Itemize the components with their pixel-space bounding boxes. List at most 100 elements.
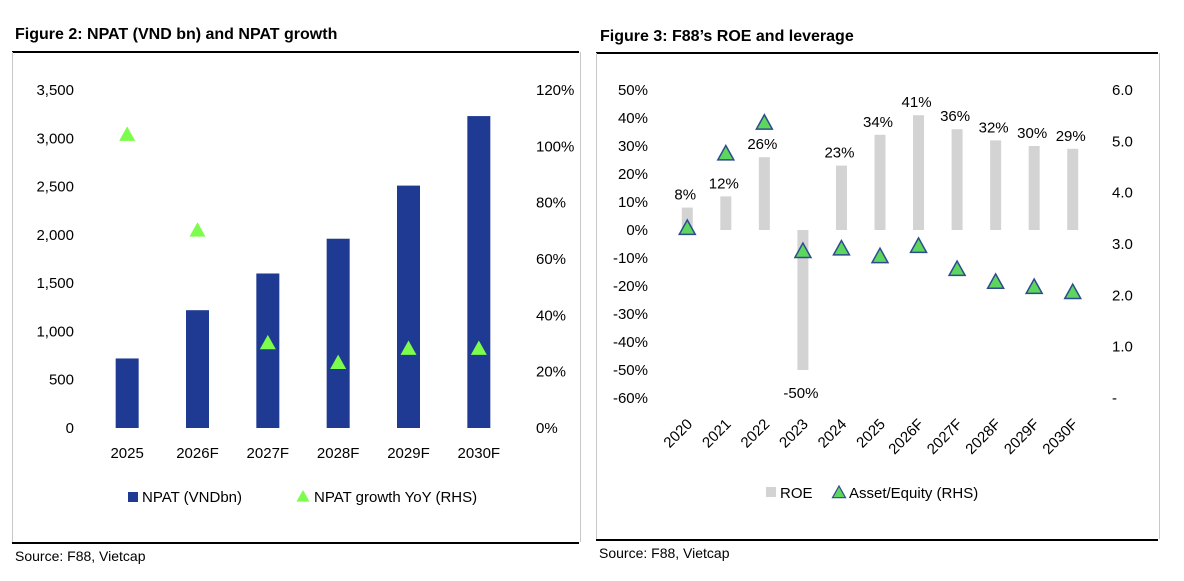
y-right-tick-label: 2.0 (1112, 287, 1133, 304)
x-tick-label: 2026F (176, 445, 219, 462)
roe-data-label: -50% (783, 385, 818, 402)
legend-roe-label: ROE (780, 485, 813, 502)
x-tick-label: 2022 (738, 416, 774, 452)
x-tick-label: 2028F (962, 416, 1004, 458)
x-tick-label: 2025 (110, 445, 143, 462)
asset-equity-marker (755, 113, 774, 130)
roe-data-label: 29% (1056, 128, 1086, 145)
y-left-tick-label: -50% (613, 362, 648, 379)
figure2-title: Figure 2: NPAT (VND bn) and NPAT growth (15, 26, 338, 43)
y-right-tick-label: 4.0 (1112, 185, 1133, 202)
x-tick-label: 2026F (885, 416, 927, 458)
roe-bar (1067, 148, 1079, 230)
roe-bar (1028, 146, 1040, 230)
legend-growth-swatch (296, 489, 310, 502)
y-left-tick-label: 10% (618, 194, 648, 211)
roe-data-label: 23% (824, 145, 854, 162)
roe-bar (797, 230, 809, 370)
roe-data-label: 32% (979, 119, 1009, 136)
y-left-tick-label: 30% (618, 138, 648, 155)
y-left-tick-label: 2,000 (36, 227, 74, 244)
y-left-tick-label: -20% (613, 278, 648, 295)
asset-equity-marker (1024, 277, 1044, 295)
roe-data-label: 41% (902, 94, 932, 111)
y-left-tick-label: 1,500 (36, 275, 74, 292)
y-right-tick-label: 100% (536, 138, 574, 155)
y-left-tick-label: 0% (626, 222, 648, 239)
x-tick-label: 2025 (853, 416, 889, 452)
y-left-tick-label: -10% (613, 250, 648, 267)
legend-growth-label: NPAT growth YoY (RHS) (314, 489, 477, 506)
asset-equity-marker (986, 272, 1005, 290)
asset-equity-marker (1063, 282, 1083, 300)
figure3-title: Figure 3: F88’s ROE and leverage (600, 28, 854, 45)
figure3-panel (596, 53, 1160, 539)
y-right-tick-label: - (1112, 390, 1117, 407)
y-right-tick-label: 20% (536, 364, 566, 381)
y-right-tick-label: 60% (536, 251, 566, 268)
figure2-panel (12, 52, 581, 542)
figure2-title-rule (12, 51, 579, 53)
legend-asset-equity-label: Asset/Equity (RHS) (849, 485, 978, 502)
y-right-tick-label: 0% (536, 420, 558, 437)
roe-bar (951, 129, 963, 230)
npat-bar (256, 273, 280, 428)
roe-bar (874, 134, 886, 230)
roe-bar (990, 140, 1002, 230)
x-tick-label: 2030F (1039, 416, 1081, 458)
x-tick-label: 2021 (699, 416, 735, 452)
x-tick-label: 2028F (317, 445, 360, 462)
npat-growth-marker (330, 354, 347, 369)
roe-bar (913, 115, 925, 230)
y-right-tick-label: 80% (536, 195, 566, 212)
legend-asset-equity-swatch (831, 484, 847, 499)
figure2-source: Source: F88, Vietcap (15, 548, 146, 564)
roe-bar (835, 165, 847, 230)
asset-equity-marker (947, 259, 967, 277)
y-left-tick-label: 500 (49, 372, 74, 389)
asset-equity-marker (716, 143, 736, 161)
roe-data-label: 36% (940, 108, 970, 125)
roe-bar (758, 157, 770, 230)
legend-npat-swatch (128, 492, 138, 502)
roe-leverage-chart: -60%-50%-40%-30%-20%-10%0%10%20%30%40%50… (613, 82, 1133, 502)
roe-data-label: 34% (863, 114, 893, 131)
figure2-source-rule (12, 542, 579, 544)
npat-bar (326, 238, 350, 428)
figure3-source-rule (596, 539, 1158, 541)
x-tick-label: 2029F (387, 445, 430, 462)
y-right-tick-label: 6.0 (1112, 82, 1133, 99)
roe-data-label: 26% (747, 136, 777, 153)
y-left-tick-label: -60% (613, 390, 648, 407)
npat-bar (397, 185, 420, 428)
x-tick-label: 2027F (247, 445, 290, 462)
x-tick-label: 2023 (776, 416, 812, 452)
asset-equity-marker (793, 241, 813, 259)
npat-bar (115, 358, 139, 428)
asset-equity-marker (832, 238, 851, 256)
y-right-tick-label: 3.0 (1112, 236, 1133, 253)
asset-equity-marker (870, 246, 890, 264)
roe-data-label: 30% (1017, 125, 1047, 142)
y-left-tick-label: 2,500 (36, 179, 74, 196)
y-left-tick-label: 1,000 (36, 323, 74, 340)
y-left-tick-label: 20% (618, 166, 648, 183)
y-left-tick-label: 0 (66, 420, 74, 437)
x-tick-label: 2027F (924, 416, 966, 458)
x-tick-label: 2020 (660, 416, 696, 452)
y-left-tick-label: -30% (613, 306, 648, 323)
npat-chart: 0 500 1,000 1,500 2,000 2,500 3,000 3,500 0% 20% 4… (36, 82, 574, 506)
y-left-tick-label: 40% (618, 110, 648, 127)
x-tick-label: 2024 (815, 416, 851, 452)
npat-growth-marker (400, 340, 417, 355)
npat-growth-marker (470, 340, 487, 355)
asset-equity-marker (909, 236, 928, 254)
roe-data-label: 12% (709, 175, 739, 192)
y-left-tick-label: 50% (618, 82, 648, 99)
npat-growth-marker (119, 126, 136, 141)
y-left-tick-label: -40% (613, 334, 648, 351)
figure3-title-rule (596, 52, 1158, 54)
npat-growth-marker (189, 222, 206, 237)
figure3-source: Source: F88, Vietcap (599, 545, 730, 561)
y-right-tick-label: 1.0 (1112, 339, 1133, 356)
